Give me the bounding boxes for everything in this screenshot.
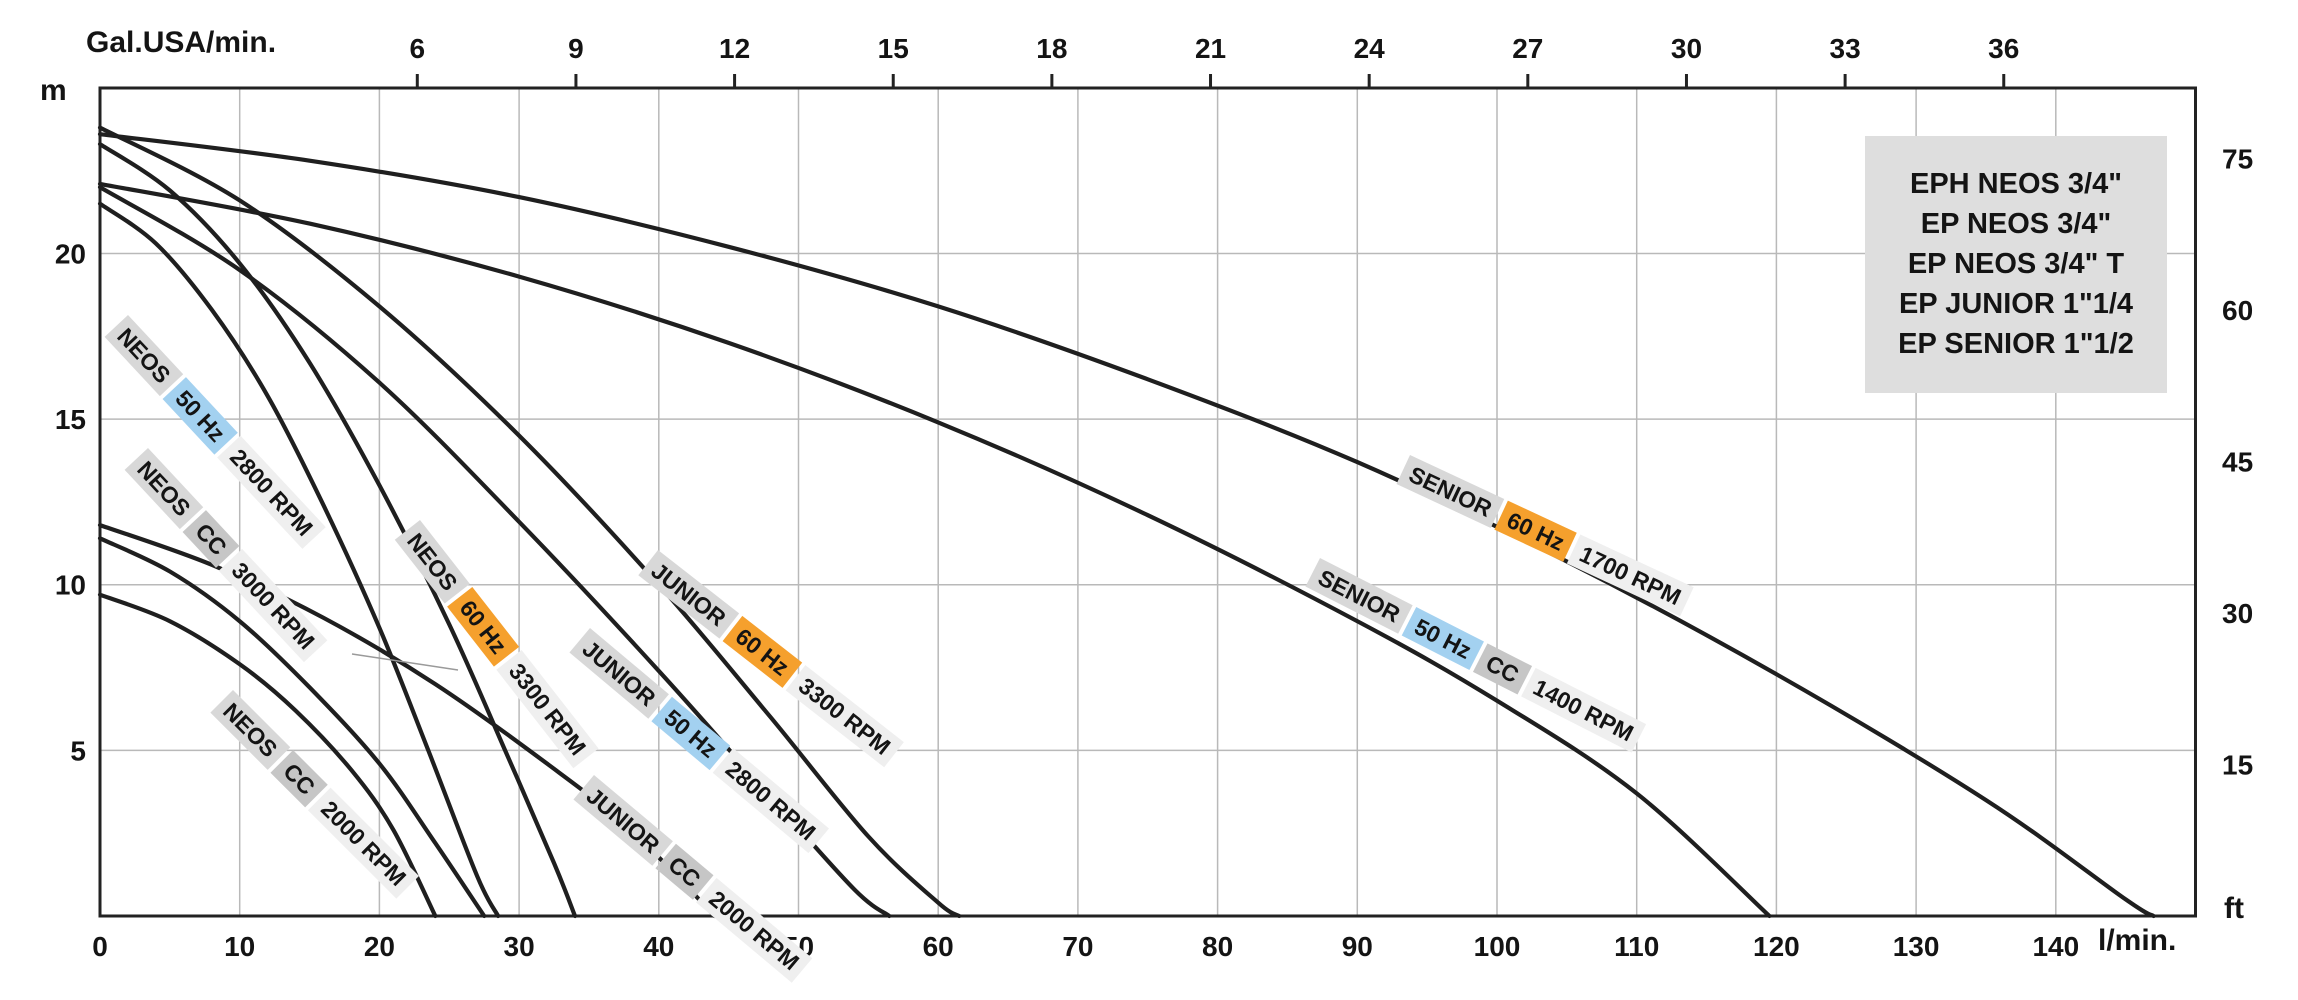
label-leader-line [351,653,459,671]
right-axis-tick-label: 30 [2222,598,2253,629]
top-axis-tick-label: 33 [1830,33,1861,64]
bottom-axis-tick-label: 40 [643,931,674,962]
bottom-axis-tick-label: 10 [224,931,255,962]
top-axis-tick-label: 18 [1036,33,1067,64]
curve-neos-cc-2000 [97,592,438,919]
right-axis-tick-label: 15 [2222,750,2253,781]
left-axis-tick-label: 5 [70,735,86,766]
legend-item: EP NEOS 3/4" T [1907,248,2125,280]
curve-junior-50hz [97,185,892,919]
top-axis-tick-label: 15 [878,33,909,64]
right-axis-unit-label: ft [2224,892,2244,925]
legend-item: EP NEOS 3/4" [1920,208,2112,240]
bottom-axis-tick-label: 130 [1893,931,1940,962]
bottom-axis-tick-label: 80 [1202,931,1233,962]
bottom-axis-tick-label: 0 [92,931,108,962]
bottom-axis-tick-label: 70 [1062,931,1093,962]
right-axis-tick-label: 45 [2222,447,2253,478]
right-axis-tick-label: 60 [2222,295,2253,326]
bottom-axis-tick-label: 60 [923,931,954,962]
top-axis-tick-label: 24 [1354,33,1386,64]
left-axis-tick-label: 20 [55,238,86,269]
curve-senior-60hz [97,132,2156,919]
bottom-axis-tick-label: 120 [1753,931,1800,962]
left-axis-tick-label: 15 [55,404,86,435]
model-legend: EPH NEOS 3/4" EP NEOS 3/4" EP NEOS 3/4" T E… [1865,136,2167,393]
curve-senior-50hz-cc [97,181,1772,919]
left-axis-tick-label: 10 [55,570,86,601]
left-axis-unit-label: m [40,74,67,107]
bottom-axis-unit-label: l/min. [2098,924,2177,957]
curve-neos-50hz [97,201,501,919]
bottom-axis-tick-label: 30 [504,931,535,962]
right-axis-tick-label: 75 [2222,144,2253,175]
top-axis-tick-label: 21 [1195,33,1226,64]
plot-border [98,86,2197,918]
top-axis-unit-label: Gal.USA/min. [86,26,277,59]
curve-neos-cc-3000 [97,536,487,919]
top-axis-tick-label: 27 [1512,33,1543,64]
top-axis-tick-label: 30 [1671,33,1702,64]
bottom-axis-tick-label: 100 [1474,931,1521,962]
top-axis-tick-label: 6 [410,33,426,64]
legend-item: EP JUNIOR 1"1/4 [1898,288,2134,320]
curve-junior-60hz [97,125,962,919]
bottom-axis-tick-label: 90 [1342,931,1373,962]
curve-neos-60hz [97,142,578,919]
bottom-axis-tick-label: 20 [364,931,395,962]
bottom-axis-tick-label: 140 [2032,931,2079,962]
top-axis-tick-label: 36 [1988,33,2019,64]
legend-item: EP SENIOR 1"1/2 [1898,328,2134,360]
bottom-axis-tick-label: 110 [1614,931,1659,962]
legend-item: EPH NEOS 3/4" [1910,168,2122,200]
top-axis-tick-label: 12 [719,33,750,64]
top-axis-tick-label: 9 [568,33,584,64]
